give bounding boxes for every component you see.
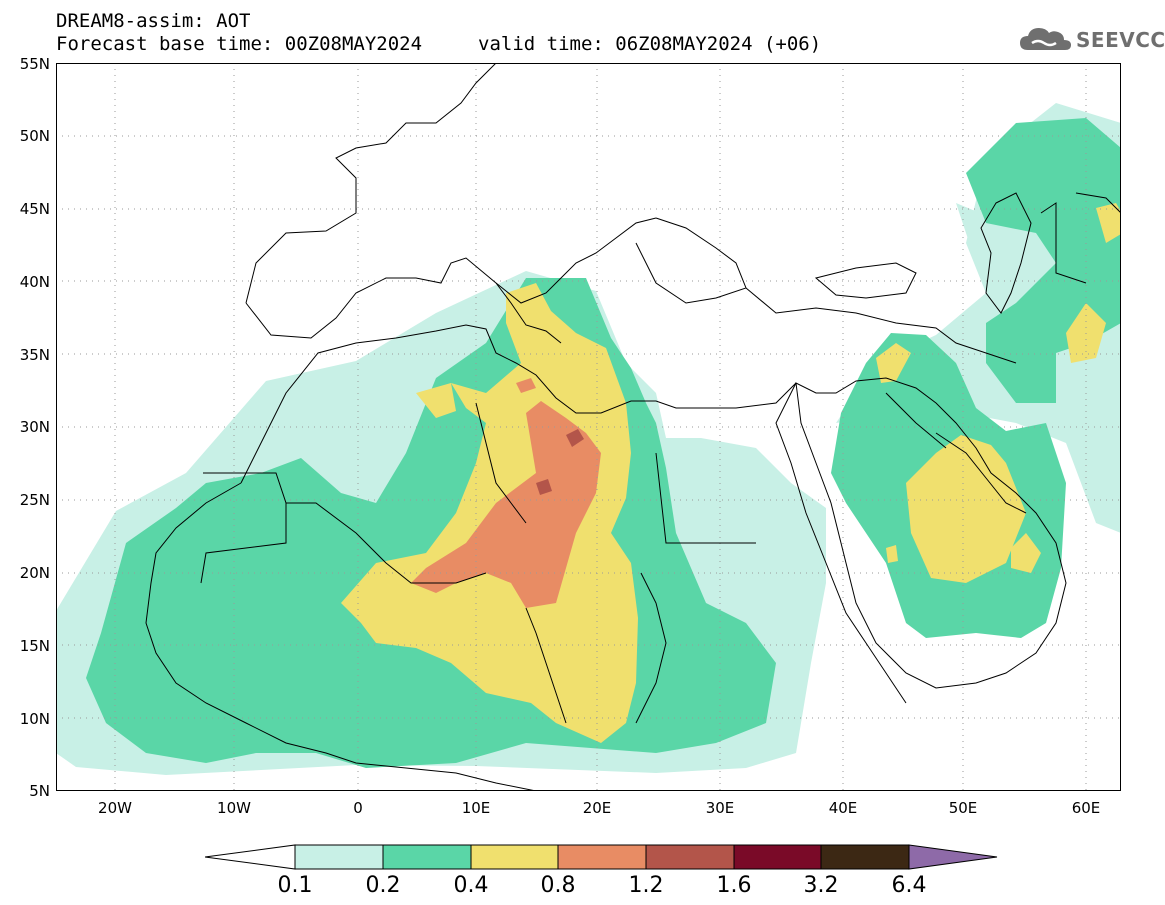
colorbar-swatch [645,844,735,870]
cloud-logo-icon [1020,28,1071,50]
lon-label: 20E [582,799,612,817]
logo-text: SEEVCCC [1076,28,1165,52]
lon-label: 60E [1071,799,1101,817]
aot-map [56,63,1121,791]
colorbar-label: 3.2 [803,873,839,898]
lat-label: 5N [29,782,50,800]
colorbar-swatch [557,844,647,870]
colorbar-label: 0.2 [365,873,401,898]
lat-label: 25N [19,491,50,509]
lon-label: 10W [217,799,251,817]
lat-label: 40N [19,273,50,291]
lat-label: 15N [19,637,50,655]
grid-lines [56,63,1121,791]
colorbar-low-arrow [205,844,296,870]
lat-label: 10N [19,710,50,728]
lon-label: 0 [353,799,363,817]
colorbar-label: 6.4 [891,873,927,898]
lat-label: 45N [19,200,50,218]
map-title: DREAM8-assim: AOT [56,10,251,32]
colorbar [205,844,998,870]
colorbar-label: 1.6 [716,873,752,898]
colorbar-swatch [294,844,384,870]
colorbar-swatch [733,844,822,870]
lat-label: 35N [19,346,50,364]
lat-label: 50N [19,127,50,145]
coastlines [145,63,1121,791]
colorbar-label: 0.8 [540,873,576,898]
lon-label: 50E [948,799,978,817]
colorbar-swatch [470,844,559,870]
lat-label: 30N [19,418,50,436]
lon-label: 20W [98,799,132,817]
colorbar-swatch [382,844,472,870]
lon-label: 30E [705,799,735,817]
lon-label: 10E [461,799,491,817]
lat-label: 55N [19,55,50,73]
lon-label: 40E [828,799,858,817]
colorbar-label: 0.1 [277,873,313,898]
aot-level-1.2 [536,429,584,495]
aot-level-0.8 [411,378,601,608]
forecast-base-time: Forecast base time: 00Z08MAY2024 [56,33,423,55]
colorbar-high-arrow [908,844,998,870]
colorbar-swatch [820,844,910,870]
lat-label: 20N [19,564,50,582]
colorbar-label: 1.2 [628,873,664,898]
colorbar-label: 0.4 [453,873,489,898]
seevccc-logo: SEEVCCC [1018,22,1165,56]
valid-time: valid time: 06Z08MAY2024 (+06) [478,33,822,55]
